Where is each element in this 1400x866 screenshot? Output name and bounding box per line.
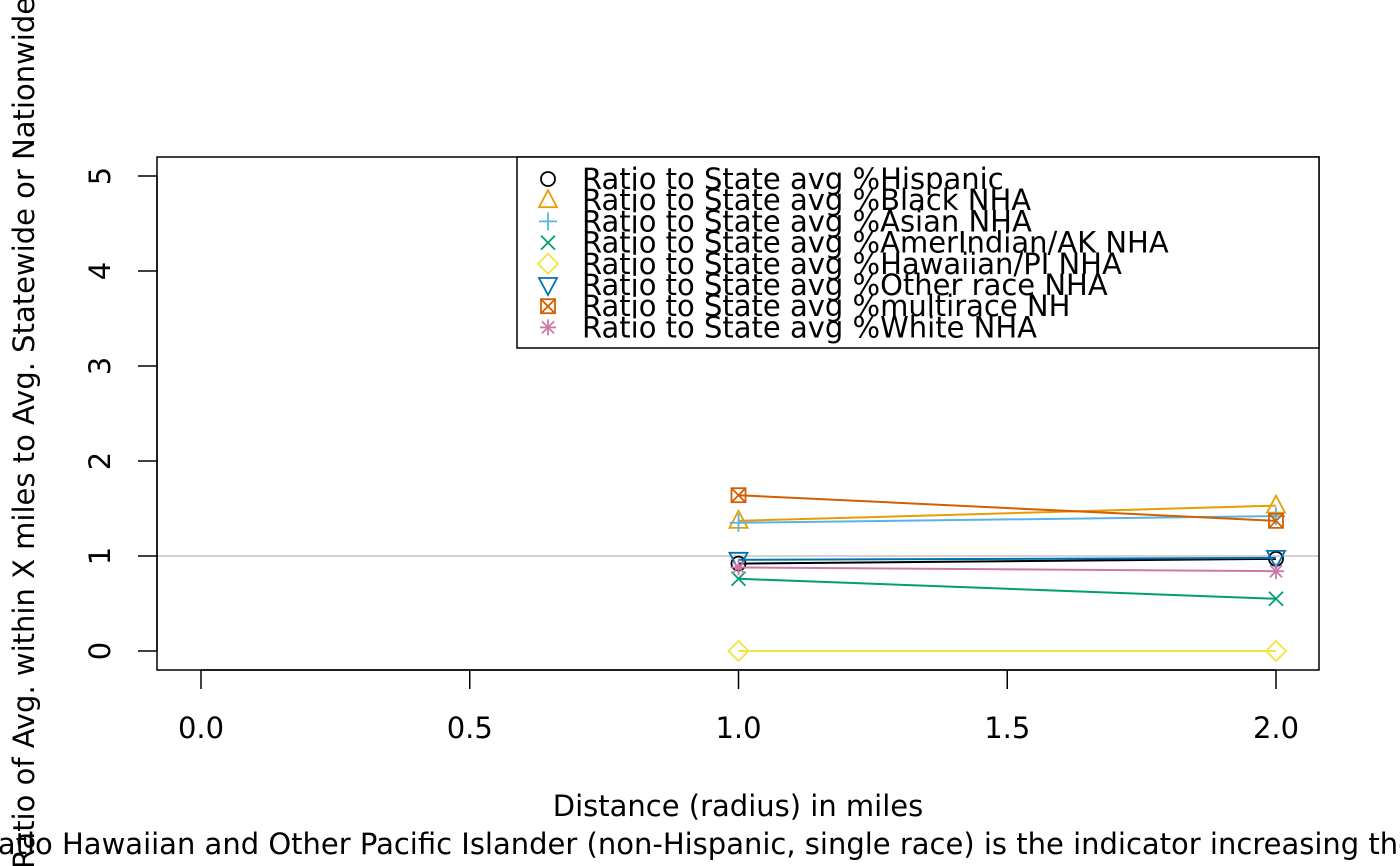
y-tick-label: 3 bbox=[83, 357, 117, 375]
legend-label: Ratio to State avg %Asian NHA bbox=[582, 204, 1032, 238]
legend-label: Ratio to State avg %Other race NHA bbox=[582, 268, 1108, 302]
y-axis-label: Ratio of Avg. within X miles to Avg. Sta… bbox=[7, 0, 41, 866]
data-point bbox=[727, 639, 750, 663]
legend-item: Ratio to State avg %Hispanic bbox=[540, 162, 1004, 196]
y-tick-label: 4 bbox=[83, 262, 117, 280]
legend-item: Ratio to State avg %Hawaiian/PI NHA bbox=[536, 247, 1122, 281]
legend-marker bbox=[539, 212, 557, 231]
series bbox=[730, 571, 1284, 607]
legend-item: Ratio to State avg %Asian NHA bbox=[539, 204, 1032, 238]
x-tick-label: 1.0 bbox=[715, 711, 761, 745]
series-layer bbox=[727, 487, 1288, 663]
data-point bbox=[1268, 591, 1284, 607]
x-axis-label: Distance (radius) in miles bbox=[553, 789, 924, 823]
series bbox=[728, 493, 1287, 529]
data-point bbox=[730, 487, 747, 504]
legend-marker bbox=[540, 319, 556, 336]
data-point bbox=[728, 551, 749, 572]
series-line bbox=[738, 577, 1277, 600]
data-point bbox=[1264, 639, 1288, 663]
data-point bbox=[729, 513, 748, 532]
legend-label: Ratio to State avg %Black NHA bbox=[582, 183, 1031, 217]
legend-label: Ratio to State avg %White NHA bbox=[582, 310, 1037, 344]
legend-item: Ratio to State avg %White NHA bbox=[540, 310, 1037, 344]
legend-marker bbox=[540, 298, 556, 315]
chart-subtitle: Ratio Hawaiian and Other Pacific Islande… bbox=[0, 827, 1400, 861]
x-tick-label: 2.0 bbox=[1253, 711, 1299, 745]
legend-marker bbox=[536, 252, 560, 276]
series-line bbox=[738, 504, 1277, 522]
x-tick-label: 0.0 bbox=[178, 711, 224, 745]
legend-label: Ratio to State avg %Hispanic bbox=[582, 162, 1004, 196]
y-tick-label: 2 bbox=[83, 452, 117, 470]
y-axis: 0 1 2 3 4 5 bbox=[83, 167, 158, 660]
series bbox=[728, 550, 1287, 572]
x-tick-label: 0.5 bbox=[447, 711, 493, 745]
series-line bbox=[738, 566, 1277, 573]
x-tick-label: 1.5 bbox=[984, 711, 1030, 745]
series bbox=[730, 559, 1284, 580]
legend-item: Ratio to State avg %AmerIndian/AK NHA bbox=[540, 226, 1169, 260]
legend-box bbox=[516, 156, 1320, 349]
data-point bbox=[730, 571, 747, 587]
y-tick-label: 1 bbox=[83, 547, 117, 565]
legend-marker bbox=[540, 234, 556, 251]
y-tick-label: 5 bbox=[83, 167, 117, 185]
series-line bbox=[738, 494, 1277, 522]
series-line bbox=[738, 556, 1277, 561]
legend-marker bbox=[540, 171, 556, 187]
legend-label: Ratio to State avg %multirace NH bbox=[582, 289, 1070, 323]
legend-marker bbox=[537, 277, 559, 297]
series-line bbox=[738, 557, 1277, 565]
data-point bbox=[1268, 563, 1284, 580]
y-tick-label: 0 bbox=[83, 642, 117, 660]
legend-label: Ratio to State avg %Hawaiian/PI NHA bbox=[582, 247, 1122, 281]
legend-item: Ratio to State avg %Black NHA bbox=[537, 183, 1031, 217]
legend-label: Ratio to State avg %AmerIndian/AK NHA bbox=[582, 226, 1169, 260]
data-point bbox=[1268, 512, 1284, 529]
x-axis: 0.0 0.5 1.0 1.5 2.0 bbox=[178, 669, 1299, 745]
data-point bbox=[730, 559, 747, 576]
series bbox=[730, 487, 1284, 529]
series bbox=[727, 639, 1288, 663]
data-point bbox=[1265, 550, 1287, 570]
legend-item: Ratio to State avg %Other race NHA bbox=[537, 268, 1108, 302]
legend-marker bbox=[537, 188, 559, 209]
legend-item: Ratio to State avg %multirace NH bbox=[540, 289, 1070, 323]
